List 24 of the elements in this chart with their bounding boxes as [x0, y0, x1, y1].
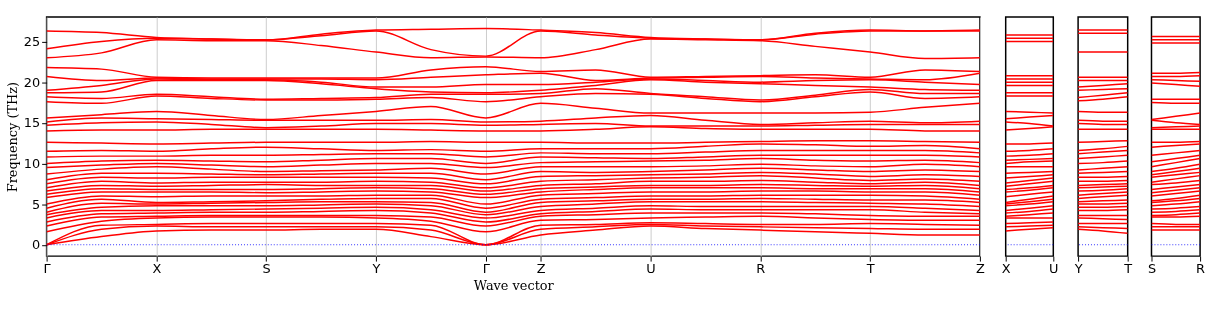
x-tick-label: Y — [371, 261, 381, 277]
x-tick-label: S — [1147, 261, 1157, 277]
x-tick-label: Y — [1073, 261, 1083, 277]
x-tick-label: Z — [536, 261, 546, 277]
x-tick-label: T — [1123, 261, 1133, 277]
x-tick-label: S — [262, 261, 271, 277]
x-tick-label: Γ — [482, 261, 491, 277]
x-tick-label: U — [1049, 261, 1059, 277]
x-tick-label: R — [1196, 261, 1206, 277]
x-tick-label: Z — [975, 261, 985, 277]
x-tick-label: R — [756, 261, 766, 277]
y-tick-label: 20 — [23, 74, 41, 90]
x-tick-label: X — [152, 261, 162, 277]
y-tick-label: 15 — [23, 115, 41, 131]
x-tick-label: Γ — [43, 261, 52, 277]
x-tick-label: X — [1001, 261, 1011, 277]
y-tick-label: 25 — [23, 33, 41, 49]
x-tick-label: U — [646, 261, 656, 277]
y-tick-label: 0 — [31, 237, 41, 253]
x-axis-title: Wave vector — [473, 278, 555, 294]
y-tick-label: 5 — [31, 196, 41, 212]
y-tick-label: 10 — [23, 155, 41, 171]
y-axis-title: Frequency (THz) — [4, 81, 20, 193]
x-tick-label: T — [865, 261, 875, 277]
